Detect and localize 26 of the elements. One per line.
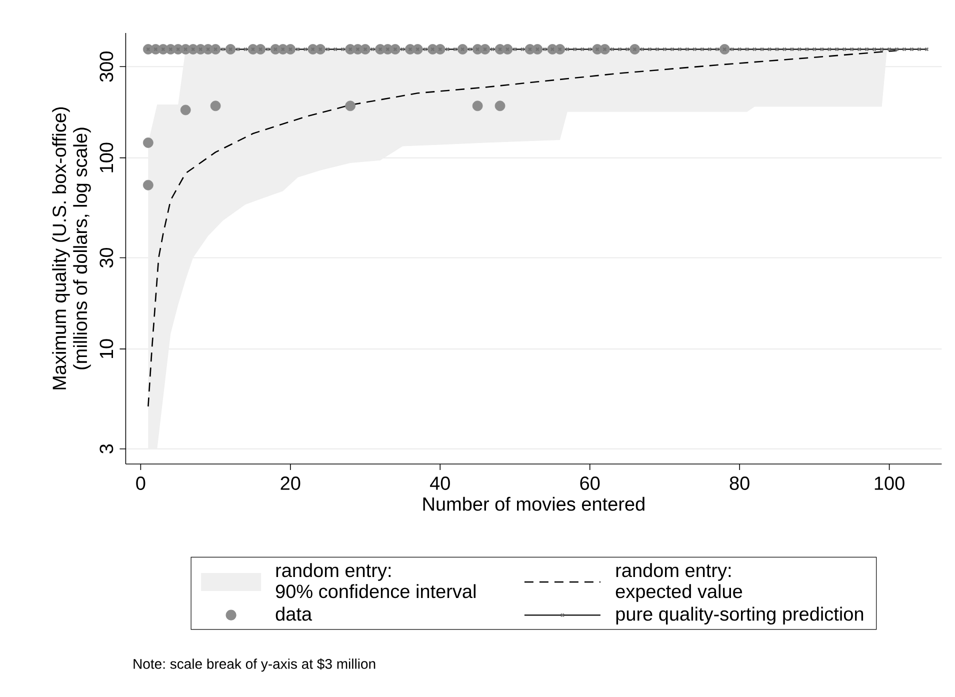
point [210,100,221,112]
point [390,44,400,54]
point [630,44,640,54]
point [345,100,356,112]
point [142,138,154,148]
text: Note: scale break of y-axis at $3 million [134,658,376,672]
point [142,180,154,190]
y-tick-label: 100 [100,142,114,172]
x-tick-label: 100 [874,476,904,490]
x-tick-label: 40 [430,476,450,490]
x-tick-label: 20 [280,476,300,490]
point [180,104,191,116]
y-tick-label: 3 [100,444,114,454]
legend-label: pure quality-sorting prediction [616,606,864,625]
point [472,100,483,112]
point [360,44,370,54]
x-tick-label: 80 [730,476,750,490]
y-axis-title: Maximum quality (U.S. box-office) (millions of dollars, log scale) [52,107,91,390]
y-tick-label: 30 [100,248,114,268]
y-tick-label: 10 [100,339,114,358]
legend-label: data [276,606,312,621]
x-tick-label: 0 [136,476,146,490]
y-tick-label: 300 [100,52,114,82]
point [494,100,506,112]
x-axis-title: Number of movies entered [423,496,644,511]
x-tick-label: 60 [580,476,600,490]
